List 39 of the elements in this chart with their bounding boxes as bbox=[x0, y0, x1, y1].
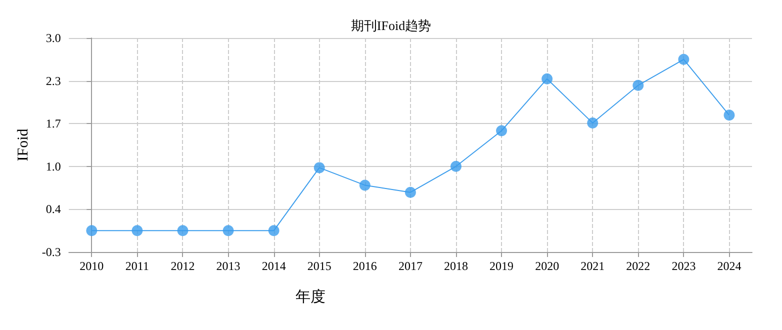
x-tick-label: 2018 bbox=[444, 259, 468, 273]
y-tick-label: -0.3 bbox=[42, 245, 61, 259]
point bbox=[268, 225, 280, 236]
x-tick-label: 2013 bbox=[216, 259, 240, 273]
x-tick-label: 2015 bbox=[307, 259, 332, 273]
x-tick-label: 2016 bbox=[352, 259, 377, 273]
y-tick-label: 2.3 bbox=[46, 74, 61, 88]
x-tick-label: 2012 bbox=[170, 259, 195, 273]
x-tick-label: 2021 bbox=[580, 259, 605, 273]
point bbox=[678, 54, 690, 65]
x-tick-label: 2017 bbox=[398, 259, 422, 273]
point bbox=[314, 162, 325, 174]
x-tick-label: 2022 bbox=[626, 259, 650, 273]
x-axis-title: 年度 bbox=[295, 288, 326, 306]
point bbox=[450, 160, 462, 172]
y-tick-label: 0.4 bbox=[46, 202, 61, 216]
point bbox=[542, 73, 553, 84]
point bbox=[404, 186, 416, 198]
point bbox=[177, 225, 188, 236]
y-tick-label: 1.0 bbox=[46, 159, 61, 174]
point bbox=[132, 225, 143, 236]
point bbox=[724, 110, 735, 121]
point bbox=[359, 180, 370, 191]
point bbox=[222, 225, 234, 236]
y-tick-label: 1.7 bbox=[46, 116, 61, 131]
point bbox=[86, 225, 98, 236]
x-tick-label: 2024 bbox=[717, 259, 742, 273]
point bbox=[587, 117, 598, 128]
x-tick-label: 2010 bbox=[80, 259, 104, 273]
x-tick-label: 2020 bbox=[535, 259, 560, 273]
point bbox=[632, 80, 644, 91]
x-tick-label: 2011 bbox=[125, 259, 149, 273]
x-tick-label: 2019 bbox=[490, 259, 514, 273]
x-tick-label: 2023 bbox=[672, 259, 696, 273]
x-tick-label: 2014 bbox=[262, 259, 286, 273]
point bbox=[496, 125, 508, 136]
y-axis-title: IFoid bbox=[16, 128, 32, 162]
y-tick-label: 3.0 bbox=[46, 31, 61, 45]
chart-title: 期刊IFoid趋势 bbox=[350, 18, 432, 33]
